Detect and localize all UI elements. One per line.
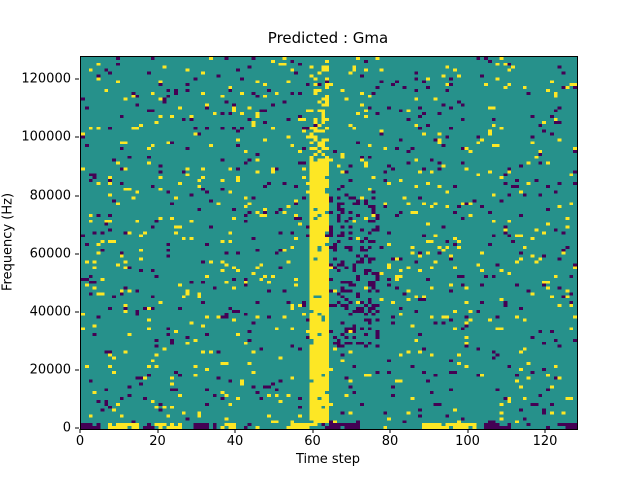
heatmap-canvas [81, 57, 577, 429]
x-axis-label: Time step [295, 452, 361, 467]
x-tick-label: 0 [75, 434, 85, 449]
x-tick-label: 20 [149, 434, 166, 449]
y-tick-label: 120000 [21, 71, 71, 87]
y-tick-label: 0 [62, 420, 71, 436]
y-tick-mark [75, 78, 79, 80]
y-tick-mark [75, 253, 79, 255]
y-tick-mark [75, 195, 79, 196]
plot-area [80, 56, 578, 430]
y-tick-label: 20000 [29, 362, 71, 378]
y-tick-mark [75, 136, 79, 138]
y-tick-mark [75, 369, 79, 371]
chart-title: Predicted : Gma [267, 29, 389, 47]
x-tick-label: 40 [226, 434, 244, 449]
x-tick-label: 100 [455, 434, 480, 449]
x-tick-label: 60 [304, 434, 321, 449]
y-tick-mark [75, 311, 79, 313]
y-axis-label: Frequency (Hz) [0, 192, 16, 292]
x-tick-label: 120 [532, 434, 558, 449]
y-tick-label: 100000 [21, 129, 71, 145]
y-tick-label: 40000 [29, 304, 71, 320]
x-tick-label: 80 [381, 434, 399, 449]
y-tick-mark [75, 427, 79, 429]
